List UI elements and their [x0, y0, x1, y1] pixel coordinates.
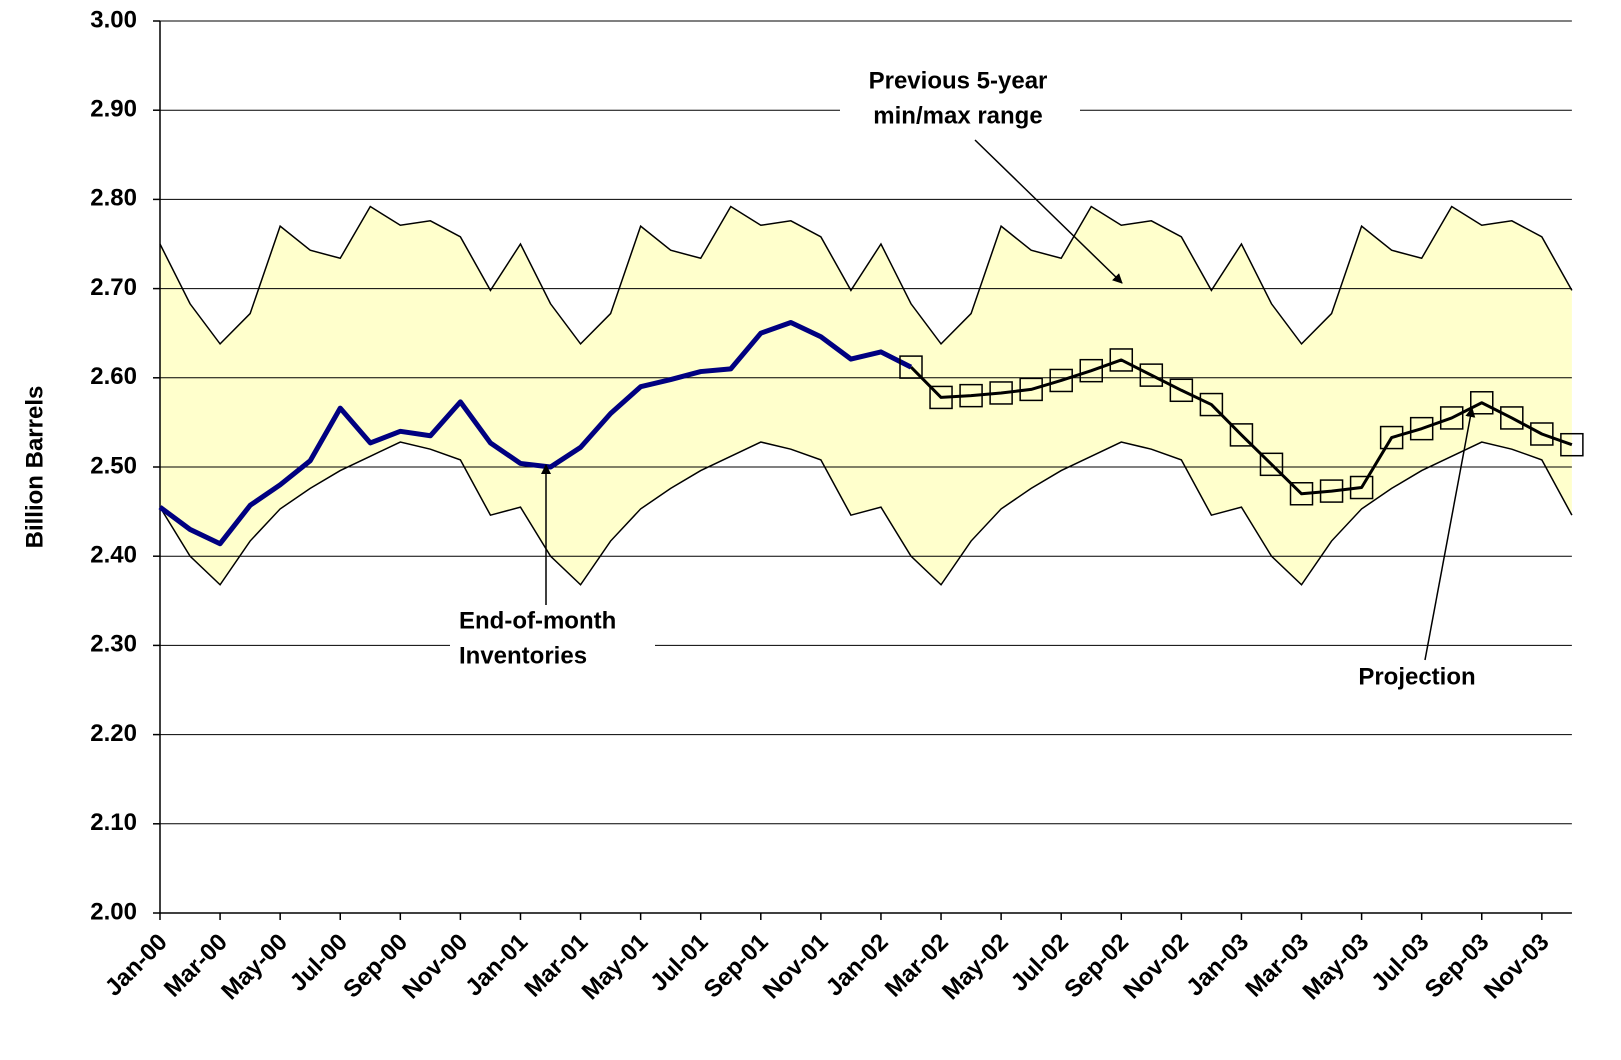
x-tick-label: Sep-03 [1420, 929, 1495, 1004]
square-marker [1379, 425, 1404, 450]
y-tick-label: 2.90 [90, 96, 137, 123]
x-tick-label: May-02 [937, 929, 1014, 1006]
y-tick-label: 2.20 [90, 720, 137, 747]
square-marker [1319, 479, 1344, 503]
square-marker [1500, 406, 1524, 430]
x-tick-label: Jan-01 [460, 929, 533, 1002]
x-tick-label: Sep-02 [1059, 929, 1134, 1004]
y-tick-label: 2.80 [90, 185, 137, 212]
square-marker [1169, 378, 1194, 403]
y-tick-label: 2.40 [90, 542, 137, 569]
annotation: min/max range [873, 102, 1042, 129]
square-marker [1049, 368, 1073, 393]
x-tick-label: May-00 [216, 929, 293, 1006]
x-tick-label: Jan-02 [821, 929, 894, 1002]
x-tick-label: Sep-00 [338, 929, 413, 1004]
x-tick-label: Jan-03 [1181, 929, 1254, 1002]
series-line [158, 319, 913, 547]
square-marker [1289, 482, 1314, 506]
x-tick-label: Nov-00 [397, 929, 473, 1005]
square-marker [1349, 475, 1374, 500]
square-marker [1079, 358, 1103, 383]
annotation-bg [450, 602, 655, 677]
x-tick-label: Nov-03 [1479, 929, 1555, 1005]
square-marker [1199, 392, 1224, 417]
square-marker [929, 385, 953, 410]
square-marker [1109, 348, 1134, 372]
annotation-bg [840, 62, 1080, 137]
y-tick-label: 2.60 [90, 363, 137, 390]
y-tick-label: 2.10 [90, 809, 137, 836]
y-tick-label: 2.30 [90, 631, 137, 658]
y-tick-label: 2.50 [90, 452, 137, 479]
range-band [160, 206, 1572, 585]
annotation-arrow [1424, 407, 1476, 661]
square-marker [1229, 423, 1254, 447]
x-tick-label: Nov-01 [758, 929, 834, 1005]
square-marker [1139, 363, 1164, 387]
annotation-bg [1340, 660, 1495, 696]
y-axis-label: Billion Barrels [21, 386, 48, 549]
annotation: Inventories [459, 642, 587, 669]
square-marker [899, 355, 923, 379]
square-marker [1409, 416, 1434, 441]
annotation: Previous 5-year [869, 67, 1048, 94]
square-marker [1560, 432, 1584, 457]
square-marker [959, 383, 983, 408]
square-marker [1470, 391, 1494, 415]
x-tick-label: Jan-00 [100, 929, 173, 1002]
x-tick-label: May-01 [577, 929, 654, 1006]
range-upper [159, 205, 1573, 346]
annotation: Projection [1358, 663, 1475, 690]
square-marker [989, 381, 1013, 405]
x-tick-label: May-03 [1298, 929, 1375, 1006]
y-tick-label: 2.00 [90, 898, 137, 925]
y-tick-label: 3.00 [90, 6, 137, 33]
square-marker [1439, 406, 1464, 430]
square-marker [1259, 452, 1284, 477]
range-lower [159, 441, 1573, 586]
annotation: End-of-month [459, 607, 616, 634]
square-marker [1019, 377, 1043, 402]
x-tick-label: Nov-02 [1118, 929, 1194, 1005]
x-tick-label: Sep-01 [699, 929, 774, 1004]
square-marker [1530, 422, 1554, 446]
series-line [909, 358, 1573, 496]
y-tick-label: 2.70 [90, 274, 137, 301]
annotation-arrow [974, 139, 1123, 284]
